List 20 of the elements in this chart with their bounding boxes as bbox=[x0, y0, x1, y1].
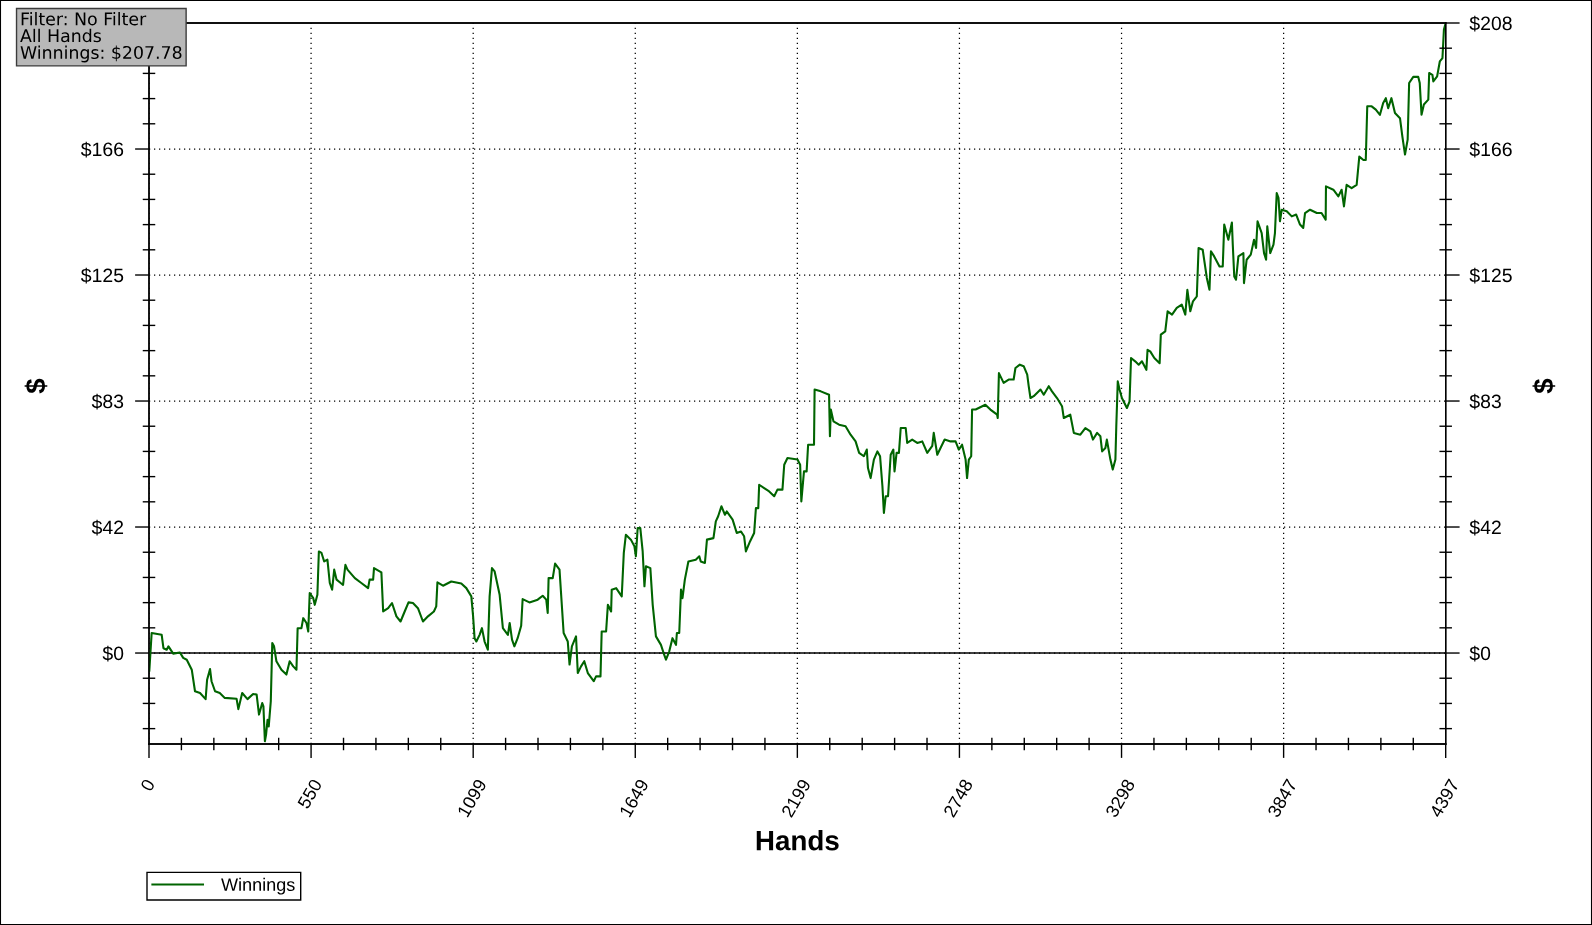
x-tick-label: 0 bbox=[139, 778, 156, 793]
x-tick-label: 550 bbox=[297, 778, 323, 810]
y-tick-label: $42 bbox=[91, 519, 124, 536]
y-tick-label: $125 bbox=[80, 267, 124, 284]
legend-label: Winnings bbox=[221, 877, 295, 895]
y2-tick-label: $0 bbox=[1469, 645, 1491, 662]
y-tick-label: $83 bbox=[91, 393, 124, 410]
y2-tick-label: $166 bbox=[1469, 141, 1512, 158]
text: Filter: No Filter bbox=[21, 12, 147, 26]
y2-tick-label: $42 bbox=[1469, 519, 1501, 536]
y2-axis-title: $ bbox=[1532, 378, 1556, 394]
y-axis-title: $ bbox=[24, 378, 48, 394]
text: All Hands bbox=[20, 28, 101, 43]
y2-tick-label: $83 bbox=[1469, 393, 1501, 410]
x-axis-title: Hands bbox=[756, 830, 839, 851]
y2-tick-label: $125 bbox=[1469, 267, 1512, 284]
annotation: Winnings: $207.78 bbox=[20, 45, 182, 63]
y-tick-label: $0 bbox=[102, 645, 124, 662]
y2-tick-label: $208 bbox=[1469, 15, 1512, 32]
y-tick-label: $166 bbox=[80, 141, 124, 158]
